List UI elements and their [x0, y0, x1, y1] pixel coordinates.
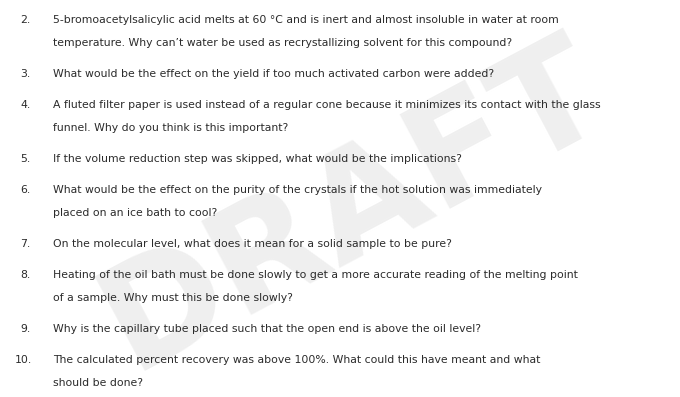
Text: 10.: 10. — [15, 355, 32, 365]
Text: A fluted filter paper is used instead of a regular cone because it minimizes its: A fluted filter paper is used instead of… — [53, 100, 600, 110]
Text: Heating of the oil bath must be done slowly to get a more accurate reading of th: Heating of the oil bath must be done slo… — [53, 270, 578, 280]
Text: 5.: 5. — [20, 154, 31, 164]
Text: placed on an ice bath to cool?: placed on an ice bath to cool? — [53, 208, 218, 218]
Text: DRAFT: DRAFT — [80, 16, 628, 397]
Text: The calculated percent recovery was above 100%. What could this have meant and w: The calculated percent recovery was abov… — [53, 355, 541, 365]
Text: of a sample. Why must this be done slowly?: of a sample. Why must this be done slowl… — [53, 293, 293, 303]
Text: 8.: 8. — [20, 270, 31, 280]
Text: If the volume reduction step was skipped, what would be the implications?: If the volume reduction step was skipped… — [53, 154, 462, 164]
Text: should be done?: should be done? — [53, 378, 143, 388]
Text: What would be the effect on the purity of the crystals if the hot solution was i: What would be the effect on the purity o… — [53, 185, 542, 195]
Text: On the molecular level, what does it mean for a solid sample to be pure?: On the molecular level, what does it mea… — [53, 239, 452, 249]
Text: Why is the capillary tube placed such that the open end is above the oil level?: Why is the capillary tube placed such th… — [53, 324, 481, 334]
Text: temperature. Why can’t water be used as recrystallizing solvent for this compoun: temperature. Why can’t water be used as … — [53, 38, 512, 48]
Text: 3.: 3. — [20, 69, 31, 79]
Text: 6.: 6. — [20, 185, 31, 195]
Text: What would be the effect on the yield if too much activated carbon were added?: What would be the effect on the yield if… — [53, 69, 494, 79]
Text: 5-bromoacetylsalicylic acid melts at 60 °C and is inert and almost insoluble in : 5-bromoacetylsalicylic acid melts at 60 … — [53, 15, 559, 25]
Text: 2.: 2. — [20, 15, 31, 25]
Text: 7.: 7. — [20, 239, 31, 249]
Text: 9.: 9. — [20, 324, 31, 334]
Text: 4.: 4. — [20, 100, 31, 110]
Text: funnel. Why do you think is this important?: funnel. Why do you think is this importa… — [53, 123, 288, 133]
